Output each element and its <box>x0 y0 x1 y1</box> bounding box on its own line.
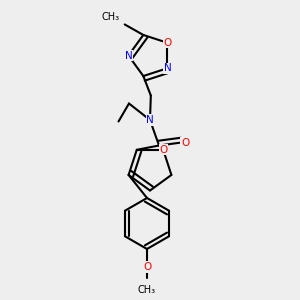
Text: CH₃: CH₃ <box>101 12 119 22</box>
Text: CH₃: CH₃ <box>138 285 156 295</box>
Text: N: N <box>146 115 154 125</box>
Text: O: O <box>163 38 172 48</box>
Text: N: N <box>164 63 171 73</box>
Text: O: O <box>181 137 189 148</box>
Text: O: O <box>143 262 151 272</box>
Text: N: N <box>124 50 132 61</box>
Text: O: O <box>159 145 167 155</box>
